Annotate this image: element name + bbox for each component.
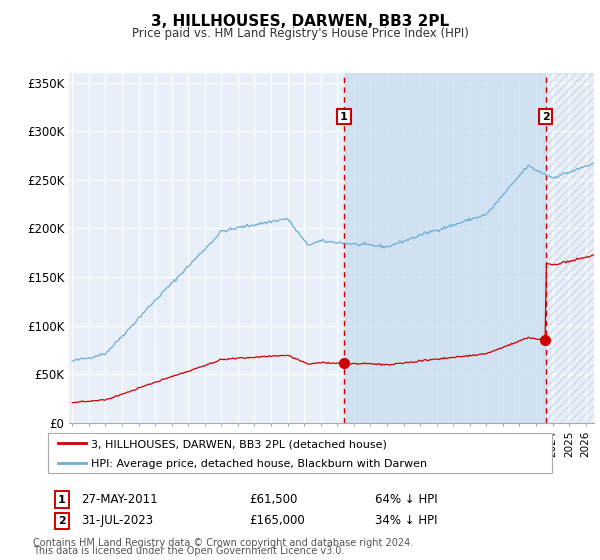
- Text: Contains HM Land Registry data © Crown copyright and database right 2024.: Contains HM Land Registry data © Crown c…: [33, 538, 413, 548]
- Text: 34% ↓ HPI: 34% ↓ HPI: [375, 514, 437, 528]
- Text: 31-JUL-2023: 31-JUL-2023: [81, 514, 153, 528]
- Text: HPI: Average price, detached house, Blackburn with Darwen: HPI: Average price, detached house, Blac…: [91, 459, 427, 469]
- FancyBboxPatch shape: [48, 433, 552, 473]
- Text: Price paid vs. HM Land Registry's House Price Index (HPI): Price paid vs. HM Land Registry's House …: [131, 27, 469, 40]
- Text: £61,500: £61,500: [249, 493, 298, 506]
- Text: 2: 2: [58, 516, 65, 526]
- Text: 27-MAY-2011: 27-MAY-2011: [81, 493, 158, 506]
- Text: 3, HILLHOUSES, DARWEN, BB3 2PL: 3, HILLHOUSES, DARWEN, BB3 2PL: [151, 14, 449, 29]
- Text: 3, HILLHOUSES, DARWEN, BB3 2PL (detached house): 3, HILLHOUSES, DARWEN, BB3 2PL (detached…: [91, 439, 387, 449]
- Text: 64% ↓ HPI: 64% ↓ HPI: [375, 493, 437, 506]
- Text: £165,000: £165,000: [249, 514, 305, 528]
- Text: 2: 2: [542, 111, 550, 122]
- Text: This data is licensed under the Open Government Licence v3.0.: This data is licensed under the Open Gov…: [33, 546, 344, 556]
- Text: 1: 1: [340, 111, 348, 122]
- Text: 1: 1: [58, 494, 65, 505]
